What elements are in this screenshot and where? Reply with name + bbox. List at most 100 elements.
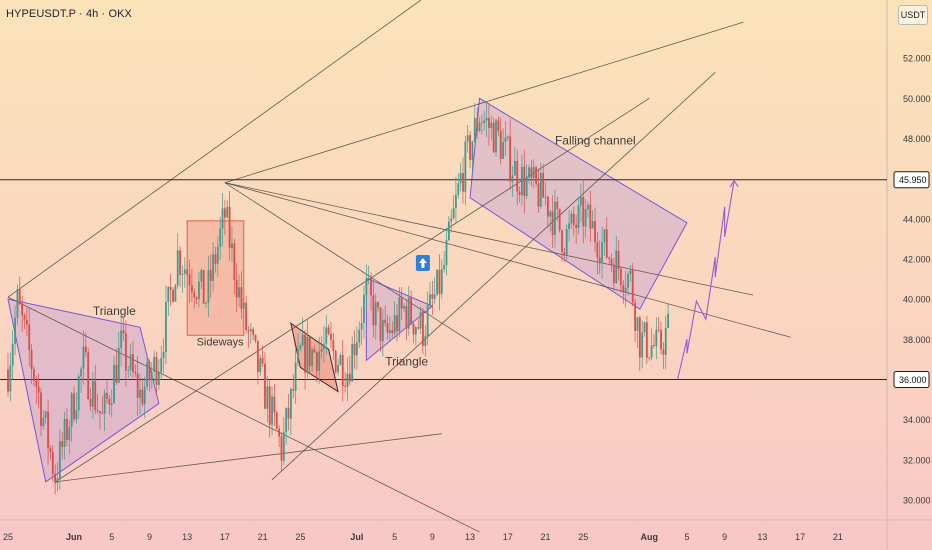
candle-body [608,257,611,260]
candle-body [539,172,542,207]
candle-body [334,350,337,373]
candle-body [132,354,134,373]
candle-body [80,368,82,377]
trend-line[interactable] [224,182,754,296]
candle-body [346,373,349,387]
candle-body [261,357,264,364]
candle-body [469,135,471,160]
sideways-box[interactable] [186,220,245,336]
trend-line[interactable] [7,296,480,533]
candle-body [650,345,653,358]
candle-body [617,250,620,270]
candle-body [249,329,252,332]
candle-body [278,428,281,437]
trend-line[interactable] [271,71,716,481]
candle-body [235,279,238,298]
trend-line[interactable] [224,21,744,184]
x-tick-label: 21 [258,532,268,542]
candle-body [7,369,9,392]
x-tick-label: 17 [220,532,230,542]
candle-body [117,348,120,383]
candle-body [327,327,330,334]
candle-body [188,274,191,286]
candle-body [462,172,464,192]
candle-body [525,177,528,196]
candle-body [370,278,372,296]
trend-line[interactable] [55,433,442,483]
x-tick-label: 25 [578,532,588,542]
candle-body [205,302,207,304]
x-tick-label: 9 [147,532,152,542]
candle-body [219,228,222,247]
candle-body [179,250,181,275]
x-tick-label: 9 [430,532,435,542]
candle-body [495,120,497,153]
y-tick-label: 38.000 [903,335,931,345]
candle-body [207,269,210,303]
candle-body [575,224,578,228]
candle-body [216,246,219,264]
candle-body [372,295,375,326]
candle-body [174,285,177,302]
level-price-badge[interactable] [893,171,930,189]
candle-body [271,396,273,425]
candle-body [341,354,344,386]
candle-body [294,362,297,391]
candle-body [287,408,290,419]
candle-body [214,254,217,264]
level-price-badge[interactable] [893,370,930,388]
candle-body [431,294,434,299]
y-tick-label: 32.000 [903,455,931,465]
candle-body [587,204,589,210]
candle-body [488,118,490,129]
projection-path[interactable] [676,180,735,380]
candle-body [445,240,448,265]
x-tick-label: Aug [640,532,658,542]
candle-body [129,354,132,370]
x-tick-label: 5 [109,532,114,542]
trend-line[interactable] [54,98,650,483]
candle-body [450,218,453,222]
candle-body [68,427,71,440]
candle-body [49,448,52,453]
trend-line[interactable] [224,182,791,338]
candle-body [398,297,401,332]
candle-body [455,194,457,208]
x-tick-label: 17 [795,532,805,542]
currency-button[interactable]: USDT [898,5,928,25]
candle-body [459,172,462,184]
candle-body [516,160,519,192]
candle-body [266,386,269,409]
candle-body [297,349,299,363]
candle-body [386,323,389,333]
trend-line[interactable] [7,0,480,298]
candle-body [87,352,90,400]
candle-body [407,297,410,329]
candle-body [23,315,26,320]
candle-body [499,131,502,159]
candle-body [141,389,144,405]
candle-body [400,297,403,309]
candle-body [66,418,68,440]
candle-body [209,269,212,281]
candle-body [612,264,615,284]
candle-body [436,269,438,295]
candle-body [282,432,285,461]
candle-body [30,349,33,370]
candle-body [306,337,309,373]
candle-body [280,436,283,461]
candle-body [410,297,413,324]
candle-body [381,319,384,342]
symbol-title: HYPEUSDT.P · 4h · OKX [6,8,132,20]
trend-line[interactable] [224,182,471,342]
candle-body [330,333,332,341]
candle-body [528,167,530,178]
candle-body [396,315,398,332]
candle-body [556,201,559,209]
x-tick-label: 17 [503,532,513,542]
candle-body [591,221,594,229]
candle-body [391,330,394,334]
candle-body [358,329,361,343]
x-tick-label: 21 [833,532,843,542]
